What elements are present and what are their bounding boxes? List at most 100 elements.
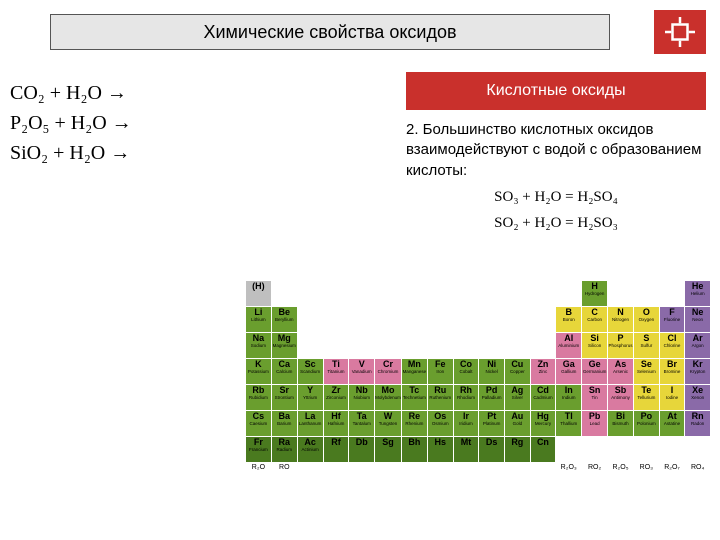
element-name: Chlorine bbox=[660, 343, 685, 348]
element-cell: XeXenon bbox=[685, 385, 710, 410]
element-cell: RnRadon bbox=[685, 411, 710, 436]
element-symbol: Tc bbox=[402, 386, 427, 395]
element-symbol: Cn bbox=[531, 438, 556, 447]
element-cell: OsOsmium bbox=[428, 411, 453, 436]
element-symbol: Ds bbox=[479, 438, 504, 447]
element-symbol: P bbox=[608, 334, 633, 343]
element-name: Bismuth bbox=[608, 421, 633, 426]
element-cell: PdPalladium bbox=[479, 385, 504, 410]
element-symbol: Tl bbox=[556, 412, 581, 421]
element-symbol: N bbox=[608, 308, 633, 317]
element-cell bbox=[349, 333, 374, 358]
element-symbol: Se bbox=[634, 360, 659, 369]
element-name: Polonium bbox=[634, 421, 659, 426]
element-symbol: Ru bbox=[428, 386, 453, 395]
element-name: Neon bbox=[685, 317, 710, 322]
element-symbol: Te bbox=[634, 386, 659, 395]
element-name: Germanium bbox=[582, 369, 607, 374]
element-cell: PPhosphorus bbox=[608, 333, 633, 358]
element-name: Nickel bbox=[479, 369, 504, 374]
element-cell: CaCalcium bbox=[272, 359, 297, 384]
element-symbol: O bbox=[634, 308, 659, 317]
element-name: Bromine bbox=[660, 369, 685, 374]
element-cell bbox=[428, 333, 453, 358]
element-name: Radon bbox=[685, 421, 710, 426]
element-name: Platinum bbox=[479, 421, 504, 426]
element-cell: KPotassium bbox=[246, 359, 271, 384]
element-symbol: Ta bbox=[349, 412, 374, 421]
element-cell: BeBeryllium bbox=[272, 307, 297, 332]
element-cell: NaSodium bbox=[246, 333, 271, 358]
element-cell bbox=[685, 437, 710, 462]
element-symbol: Al bbox=[556, 334, 581, 343]
element-symbol: As bbox=[608, 360, 633, 369]
element-name: Indium bbox=[556, 395, 581, 400]
element-symbol: K bbox=[246, 360, 271, 369]
element-cell: TlThallium bbox=[556, 411, 581, 436]
element-cell bbox=[531, 281, 556, 306]
corner-badge bbox=[654, 10, 706, 54]
element-cell bbox=[634, 281, 659, 306]
element-name: Yttrium bbox=[298, 395, 323, 400]
equation-line: SO₂ + H₂O = H₂SO₃ bbox=[406, 213, 706, 233]
element-name: Oxygen bbox=[634, 317, 659, 322]
element-symbol: Hs bbox=[428, 438, 453, 447]
element-name: Rubidium bbox=[246, 395, 271, 400]
element-cell: HgMercury bbox=[531, 411, 556, 436]
element-cell bbox=[479, 281, 504, 306]
explanation-block: 2. Большинство кислотных оксидов взаимод… bbox=[406, 120, 706, 233]
oxide-formula: RO₃ bbox=[634, 463, 659, 477]
element-symbol: Be bbox=[272, 308, 297, 317]
element-symbol: Ir bbox=[454, 412, 479, 421]
element-cell: TeTellurium bbox=[634, 385, 659, 410]
oxide-formula: R₂O₇ bbox=[660, 463, 685, 477]
element-name: Sulfur bbox=[634, 343, 659, 348]
element-cell: Bh bbox=[402, 437, 427, 462]
reaction-line: P₂O₅ + H₂O → bbox=[10, 108, 132, 138]
element-cell bbox=[428, 281, 453, 306]
oxide-formula: R₂O₅ bbox=[608, 463, 633, 477]
element-symbol: Fr bbox=[246, 438, 271, 447]
element-cell bbox=[324, 333, 349, 358]
element-cell: FeIron bbox=[428, 359, 453, 384]
element-symbol: V bbox=[349, 360, 374, 369]
oxide-formula: RO₂ bbox=[582, 463, 607, 477]
element-name: Silicon bbox=[582, 343, 607, 348]
element-cell: GaGallium bbox=[556, 359, 581, 384]
equation-line: SO₃ + H₂O = H₂SO₄ bbox=[406, 187, 706, 207]
element-symbol: Pt bbox=[479, 412, 504, 421]
element-name: Xenon bbox=[685, 395, 710, 400]
element-symbol: Sg bbox=[375, 438, 401, 447]
element-symbol: La bbox=[298, 412, 323, 421]
element-symbol: (H) bbox=[246, 282, 271, 291]
element-symbol: Cr bbox=[375, 360, 401, 369]
oxide-formula bbox=[505, 463, 530, 477]
element-cell bbox=[479, 307, 504, 332]
element-cell bbox=[324, 281, 349, 306]
element-name: Argon bbox=[685, 343, 710, 348]
element-cell: Rf bbox=[324, 437, 349, 462]
element-cell: RhRhodium bbox=[454, 385, 479, 410]
element-name: Titanium bbox=[324, 369, 349, 374]
element-name: Radium bbox=[272, 447, 297, 452]
element-symbol: Cs bbox=[246, 412, 271, 421]
element-cell: AlAluminium bbox=[556, 333, 581, 358]
element-cell bbox=[531, 307, 556, 332]
element-cell: ClChlorine bbox=[660, 333, 685, 358]
element-symbol: Rb bbox=[246, 386, 271, 395]
element-cell bbox=[608, 437, 633, 462]
element-cell: Db bbox=[349, 437, 374, 462]
element-symbol: Hf bbox=[324, 412, 349, 421]
element-name: Nitrogen bbox=[608, 317, 633, 322]
element-symbol: Xe bbox=[685, 386, 710, 395]
element-symbol: Bh bbox=[402, 438, 427, 447]
oxide-formula bbox=[402, 463, 427, 477]
element-cell: InIndium bbox=[556, 385, 581, 410]
element-cell bbox=[402, 333, 427, 358]
element-cell: CsCaesium bbox=[246, 411, 271, 436]
element-cell bbox=[349, 281, 374, 306]
element-symbol: Ti bbox=[324, 360, 349, 369]
element-cell: Rg bbox=[505, 437, 530, 462]
element-symbol: Db bbox=[349, 438, 374, 447]
element-name: Mercury bbox=[531, 421, 556, 426]
